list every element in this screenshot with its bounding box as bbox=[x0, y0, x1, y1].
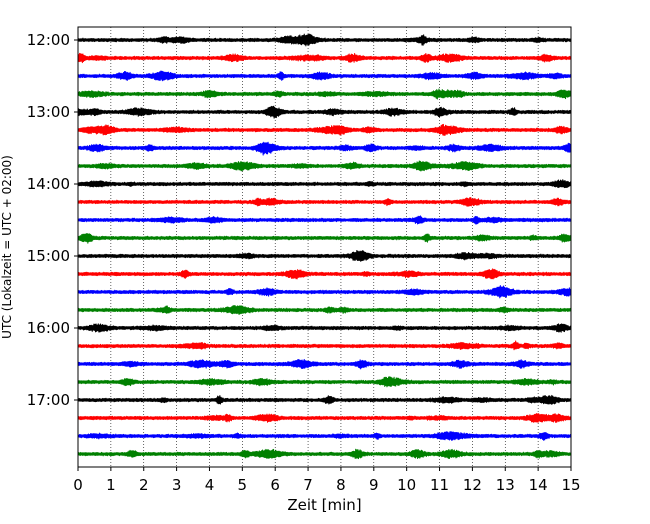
trace-1615 bbox=[77, 340, 572, 351]
y-axis-label: UTC (Lokalzeit = UTC + 02:00) bbox=[0, 155, 14, 339]
x-tick-label: 13 bbox=[496, 476, 515, 494]
x-tick-label: 5 bbox=[238, 476, 248, 494]
x-tick-label: 3 bbox=[172, 476, 182, 494]
x-tick-label: 11 bbox=[430, 476, 449, 494]
y-tick-label: 13:00 bbox=[27, 103, 70, 121]
trace-1630 bbox=[77, 358, 572, 370]
trace-1600 bbox=[77, 323, 572, 333]
trace-1215 bbox=[77, 52, 572, 64]
trace-1315 bbox=[77, 123, 572, 136]
x-tick-label: 1 bbox=[106, 476, 116, 494]
trace-1200 bbox=[77, 33, 572, 47]
x-tick-label: 14 bbox=[529, 476, 548, 494]
x-axis-label: Zeit [min] bbox=[287, 496, 361, 514]
trace-1445 bbox=[77, 233, 572, 244]
x-tick-label: 4 bbox=[205, 476, 215, 494]
trace-1500 bbox=[77, 249, 572, 262]
x-axis-ticks: 0 1 2 3 4 5 6 7 8 9 10 11 12 13 14 15 bbox=[73, 467, 581, 494]
x-tick-label: 10 bbox=[397, 476, 416, 494]
x-tick-label: 6 bbox=[270, 476, 280, 494]
x-tick-label: 2 bbox=[139, 476, 149, 494]
trace-1245 bbox=[77, 88, 572, 100]
trace-1745 bbox=[77, 448, 572, 460]
trace-1400 bbox=[77, 179, 572, 189]
trace-1700 bbox=[77, 394, 572, 405]
trace-1530 bbox=[77, 285, 572, 299]
trace-1230 bbox=[77, 70, 572, 82]
trace-1730 bbox=[77, 431, 572, 441]
trace-1415 bbox=[77, 196, 572, 207]
x-tick-label: 0 bbox=[73, 476, 83, 494]
trace-1545 bbox=[77, 305, 572, 315]
trace-1300 bbox=[77, 105, 572, 119]
x-tick-label: 12 bbox=[463, 476, 482, 494]
x-tick-label: 9 bbox=[369, 476, 379, 494]
y-tick-label: 14:00 bbox=[27, 175, 70, 193]
trace-1330 bbox=[77, 141, 572, 156]
x-tick-label: 7 bbox=[303, 476, 313, 494]
x-tick-label: 15 bbox=[561, 476, 580, 494]
x-tick-label: 8 bbox=[336, 476, 346, 494]
traces bbox=[77, 33, 572, 460]
y-tick-label: 12:00 bbox=[27, 31, 70, 49]
y-axis-ticks: 12:00 13:00 14:00 15:00 16:00 17:00 bbox=[27, 31, 78, 409]
trace-1515 bbox=[77, 268, 572, 280]
y-tick-label: 15:00 bbox=[27, 247, 70, 265]
trace-1645 bbox=[77, 376, 572, 388]
trace-1430 bbox=[77, 215, 572, 225]
trace-1345 bbox=[77, 160, 572, 172]
y-tick-label: 16:00 bbox=[27, 319, 70, 337]
trace-1715 bbox=[77, 413, 572, 423]
y-tick-label: 17:00 bbox=[27, 391, 70, 409]
grid-lines bbox=[110, 27, 539, 467]
plot-frame bbox=[77, 26, 572, 468]
